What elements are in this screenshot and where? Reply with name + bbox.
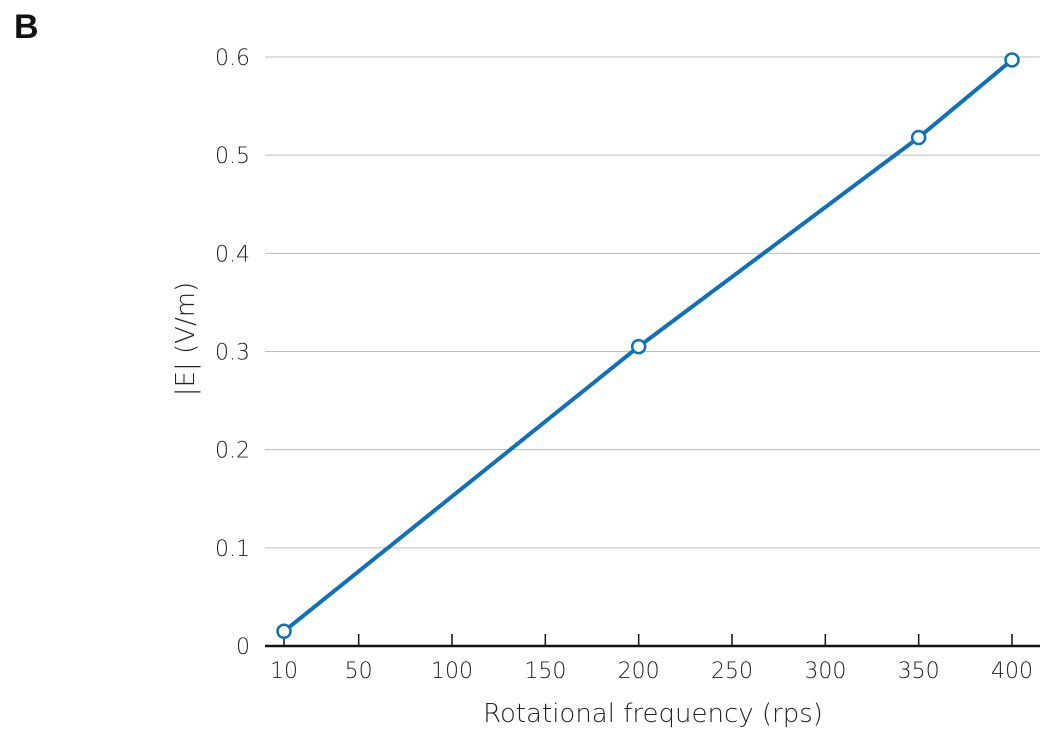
y-axis: 0 0.1 0.2 0.3 0.4 0.5 0.6	[215, 46, 250, 660]
series-line	[282, 58, 1014, 633]
x-tick-label: 100	[431, 659, 473, 684]
data-point	[276, 623, 292, 640]
y-tick-label: 0.3	[215, 341, 250, 366]
y-tick-label: 0.6	[215, 46, 250, 71]
x-axis-title: Rotational frequency (rps)	[483, 699, 823, 729]
data-point	[910, 129, 927, 146]
x-tick-label: 250	[711, 659, 753, 684]
y-tick-label: 0.4	[215, 242, 250, 267]
x-axis: 10 50 100 150 200 250 300 350 400	[265, 634, 1040, 684]
y-tick-label: 0.1	[215, 537, 250, 562]
x-tick-label: 150	[524, 659, 566, 684]
y-tick-label: 0	[236, 635, 250, 660]
data-point	[630, 338, 647, 355]
x-tick-label: 400	[991, 659, 1033, 684]
panel-label: B	[14, 8, 39, 46]
y-axis-title: |E| (V/m)	[171, 282, 201, 396]
x-tick-label: 50	[345, 659, 373, 684]
x-tick-label: 10	[270, 659, 298, 684]
x-tick-label: 350	[898, 659, 940, 684]
grid-lines	[265, 56, 1040, 549]
y-tick-label: 0.5	[215, 144, 250, 169]
x-tick-label: 300	[804, 659, 846, 684]
data-series	[276, 52, 1020, 640]
y-tick-label: 0.2	[215, 439, 250, 464]
data-point	[1004, 52, 1020, 68]
x-tick-label: 200	[618, 659, 660, 684]
